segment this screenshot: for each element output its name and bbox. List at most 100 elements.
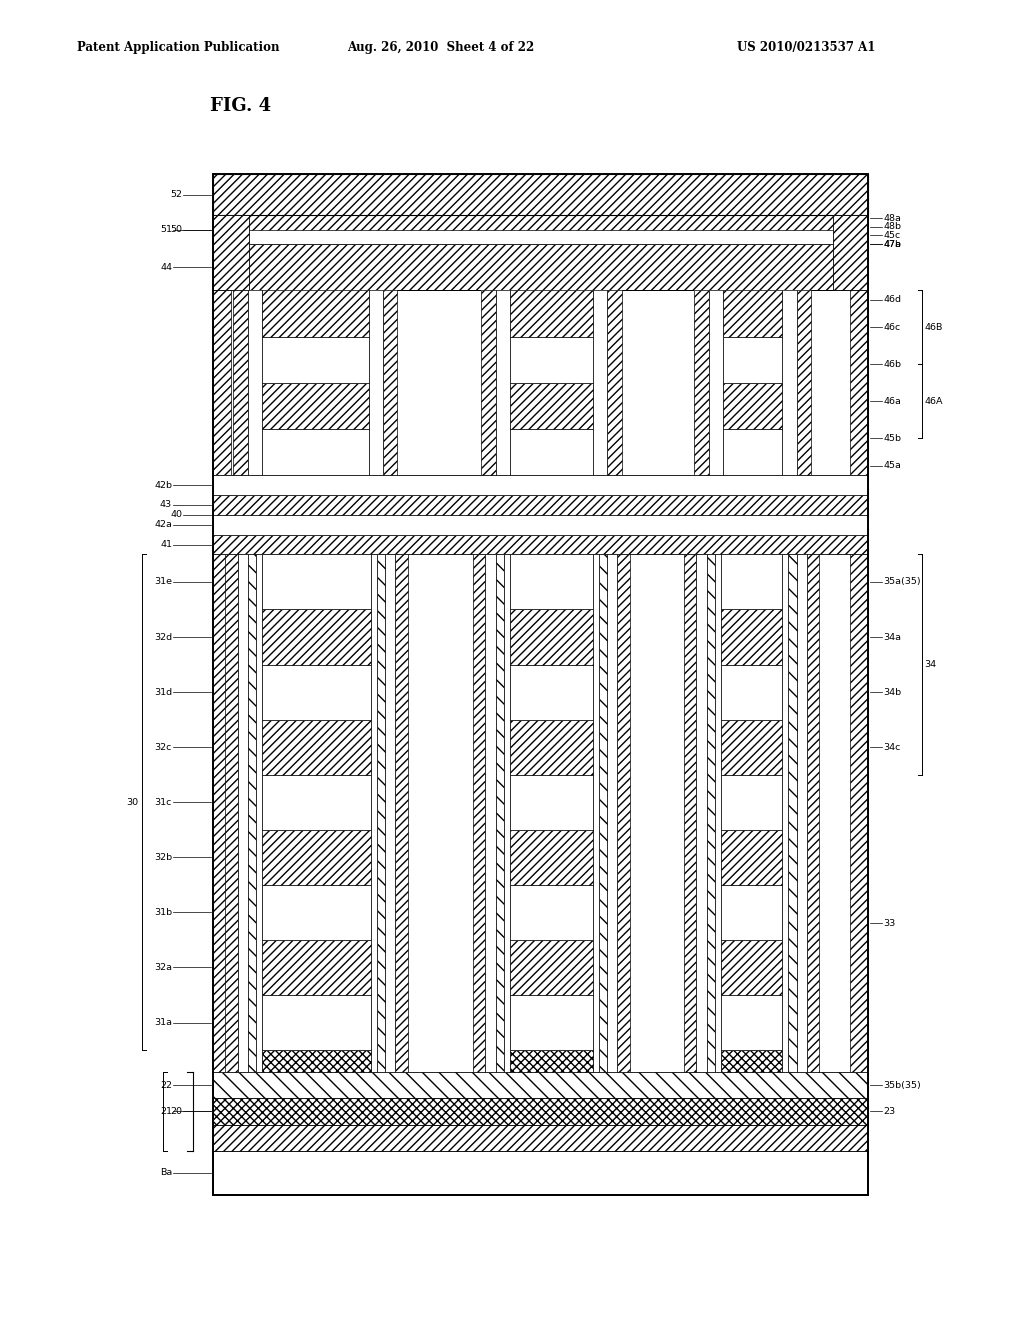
Bar (496, 290, 510, 475)
Bar (383, 290, 397, 475)
Text: 45a: 45a (884, 462, 901, 470)
Text: 48a: 48a (884, 214, 901, 223)
Bar (213, 1072, 868, 1098)
Text: 32b: 32b (154, 853, 172, 862)
Text: 46a: 46a (884, 397, 901, 405)
Bar (481, 290, 622, 475)
Bar (213, 1151, 868, 1195)
Text: 42a: 42a (155, 520, 172, 529)
Text: 40: 40 (170, 511, 182, 519)
Bar (248, 554, 256, 1072)
Bar (395, 554, 408, 1072)
Bar (510, 719, 593, 775)
Bar (510, 383, 593, 429)
Text: 44: 44 (160, 263, 172, 272)
Bar (262, 830, 371, 884)
Text: 32d: 32d (154, 632, 172, 642)
Bar (510, 337, 593, 383)
Bar (233, 230, 848, 244)
Text: 34b: 34b (884, 688, 902, 697)
Bar (721, 995, 782, 1049)
Bar (788, 554, 797, 1072)
Bar (721, 610, 782, 664)
Bar (607, 290, 622, 475)
Text: Patent Application Publication: Patent Application Publication (77, 41, 280, 54)
Bar (213, 475, 868, 554)
Bar (721, 719, 782, 775)
Bar (262, 995, 371, 1049)
Text: 31c: 31c (155, 797, 172, 807)
Text: 46c: 46c (884, 323, 901, 331)
Text: 33: 33 (884, 919, 896, 928)
Bar (850, 290, 868, 1072)
Bar (721, 775, 782, 830)
Bar (721, 940, 782, 995)
Bar (496, 554, 504, 1072)
Bar (385, 554, 395, 1072)
Bar (721, 664, 782, 719)
Bar (721, 1049, 782, 1072)
Bar (213, 1098, 868, 1125)
Bar (371, 554, 377, 1072)
Bar (377, 554, 385, 1072)
Bar (807, 554, 819, 1072)
Bar (213, 215, 868, 244)
Text: 47a: 47a (884, 240, 901, 248)
Bar (262, 610, 371, 664)
Bar (510, 775, 593, 830)
Bar (213, 290, 868, 475)
Bar (723, 429, 782, 475)
Text: 43: 43 (160, 500, 172, 510)
Bar (262, 429, 369, 475)
Text: 35b(35): 35b(35) (884, 1081, 922, 1089)
Bar (694, 290, 709, 475)
Bar (213, 1125, 868, 1151)
Bar (684, 554, 696, 1072)
Bar (262, 719, 371, 775)
Bar (481, 290, 496, 475)
Bar (510, 940, 593, 995)
Bar (510, 664, 593, 719)
Text: 31b: 31b (154, 908, 172, 917)
Bar (233, 290, 248, 475)
Text: Aug. 26, 2010  Sheet 4 of 22: Aug. 26, 2010 Sheet 4 of 22 (347, 41, 534, 54)
Bar (213, 535, 868, 554)
Bar (782, 554, 788, 1072)
Bar (510, 830, 593, 884)
Bar (262, 664, 371, 719)
Bar (723, 337, 782, 383)
Bar (797, 554, 807, 1072)
Bar (248, 290, 262, 475)
Bar (225, 554, 408, 1072)
Text: 34: 34 (925, 660, 937, 669)
Bar (599, 554, 607, 1072)
Bar (262, 884, 371, 940)
Bar (262, 290, 369, 337)
Bar (510, 290, 593, 337)
Bar (213, 554, 868, 1072)
Bar (721, 830, 782, 884)
Text: 22: 22 (160, 1081, 172, 1089)
Bar (213, 515, 868, 535)
Text: 20: 20 (170, 1107, 182, 1115)
Bar (473, 554, 630, 1072)
Bar (607, 554, 617, 1072)
Bar (213, 475, 868, 495)
Text: 30: 30 (126, 797, 138, 807)
Bar (256, 554, 262, 1072)
Bar (213, 475, 868, 554)
Text: Ba: Ba (160, 1168, 172, 1177)
Bar (797, 290, 811, 475)
Text: 35a(35): 35a(35) (884, 577, 922, 586)
Bar (510, 429, 593, 475)
Text: 46d: 46d (884, 296, 902, 304)
Text: 42b: 42b (154, 480, 172, 490)
Bar (262, 383, 369, 429)
Text: 52: 52 (170, 190, 182, 199)
Bar (213, 290, 231, 1072)
Bar (473, 554, 485, 1072)
Bar (510, 554, 593, 610)
Text: US 2010/0213537 A1: US 2010/0213537 A1 (737, 41, 876, 54)
Text: 45b: 45b (884, 434, 902, 442)
Bar (504, 554, 510, 1072)
